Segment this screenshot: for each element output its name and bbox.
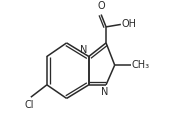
Text: Cl: Cl — [25, 100, 34, 110]
Text: OH: OH — [122, 19, 137, 29]
Text: CH₃: CH₃ — [131, 60, 149, 70]
Text: N: N — [80, 45, 87, 55]
Text: O: O — [97, 2, 105, 12]
Text: N: N — [101, 87, 109, 97]
